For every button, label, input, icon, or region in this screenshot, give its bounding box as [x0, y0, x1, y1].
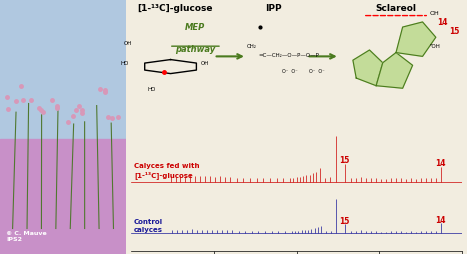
Text: MEP: MEP	[185, 23, 205, 32]
Text: 14: 14	[436, 159, 446, 168]
Text: O⁻  O⁻: O⁻ O⁻	[309, 68, 324, 73]
Text: © C. Mauve
IPS2: © C. Mauve IPS2	[7, 231, 47, 241]
Text: Control
calyces: Control calyces	[134, 218, 163, 232]
Text: CH₂: CH₂	[247, 44, 257, 49]
Text: 15: 15	[449, 27, 460, 36]
Text: Calyces fed with
[1-¹³C]-glucose: Calyces fed with [1-¹³C]-glucose	[134, 163, 199, 178]
Bar	[0, 140, 126, 254]
Text: OH: OH	[124, 40, 133, 45]
Text: 15: 15	[340, 216, 350, 225]
Text: O⁻  O⁻: O⁻ O⁻	[282, 68, 298, 73]
Text: OH: OH	[200, 61, 209, 66]
Polygon shape	[396, 23, 436, 57]
Polygon shape	[376, 53, 412, 89]
Text: [1-¹³C]-glucose: [1-¹³C]-glucose	[137, 4, 213, 13]
Text: Sclareol: Sclareol	[375, 4, 417, 13]
Text: 14: 14	[436, 215, 446, 224]
Text: 14: 14	[438, 19, 448, 27]
Text: pathway: pathway	[175, 44, 216, 53]
Text: 15: 15	[340, 155, 350, 165]
Polygon shape	[353, 51, 383, 86]
Text: HO: HO	[121, 61, 129, 66]
Text: OH: OH	[429, 11, 439, 16]
Text: "OH: "OH	[429, 44, 440, 49]
Text: HO: HO	[148, 86, 156, 91]
Text: IPP: IPP	[265, 4, 282, 13]
Text: =C—CH₂—O—P—O—P: =C—CH₂—O—P—O—P	[258, 53, 319, 58]
Bar	[0, 0, 126, 140]
